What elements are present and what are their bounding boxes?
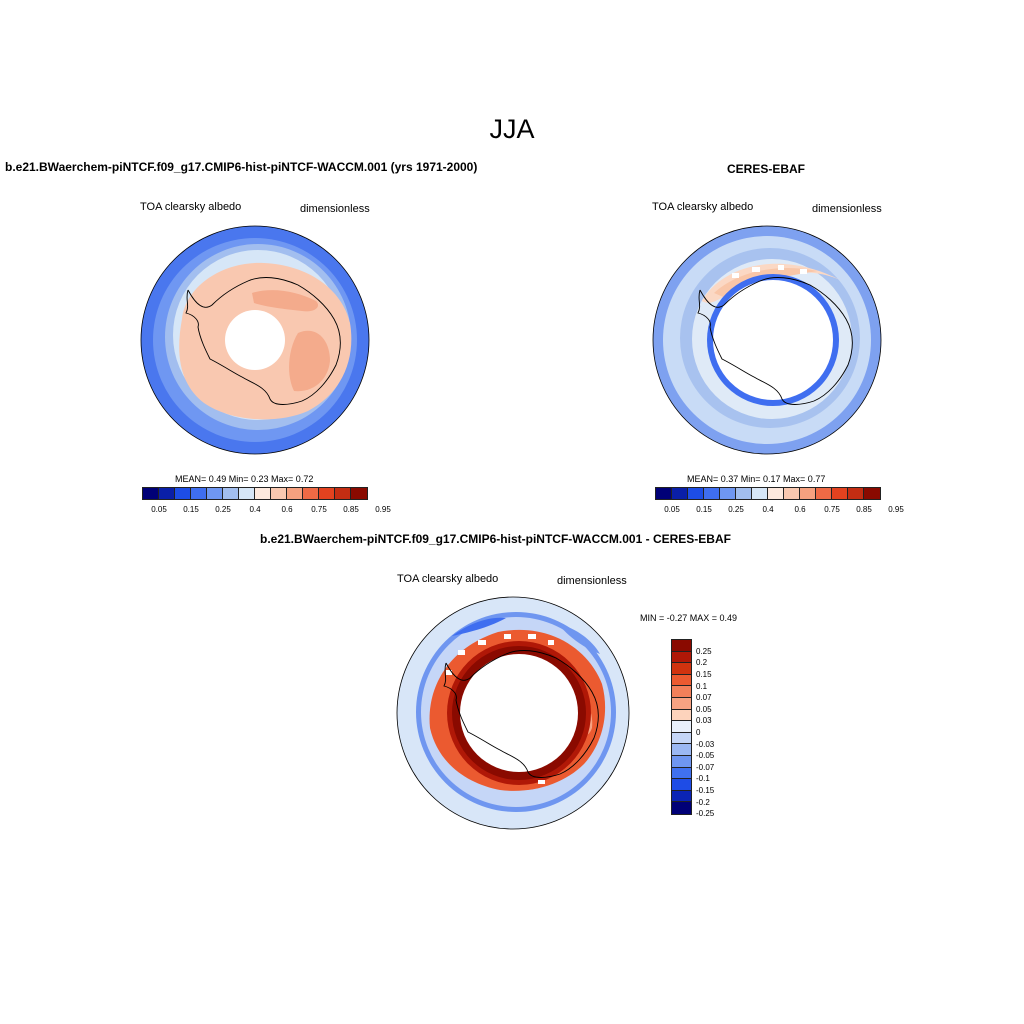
obs-panel-stats: MEAN= 0.37 Min= 0.17 Max= 0.77 bbox=[687, 474, 826, 484]
model-panel-units: dimensionless bbox=[300, 203, 370, 215]
colorbar-swatch bbox=[318, 487, 336, 500]
colorbar-swatch bbox=[687, 487, 705, 500]
colorbar-swatch bbox=[222, 487, 240, 500]
colorbar-label: 0.15 bbox=[696, 505, 712, 514]
diff-panel-variable: TOA clearsky albedo bbox=[397, 573, 499, 585]
colorbar-swatch bbox=[671, 789, 692, 804]
colorbar-swatch bbox=[671, 685, 692, 699]
colorbar-swatch bbox=[735, 487, 753, 500]
colorbar-label: -0.07 bbox=[696, 762, 715, 772]
colorbar-swatch bbox=[863, 487, 881, 500]
colorbar-swatch bbox=[158, 487, 176, 500]
colorbar-swatch bbox=[671, 673, 692, 688]
colorbar-swatch bbox=[783, 487, 801, 500]
obs-polar-map bbox=[652, 225, 882, 455]
colorbar-swatch bbox=[671, 731, 692, 746]
obs-panel-variable: TOA clearsky albedo bbox=[652, 201, 754, 213]
colorbar-label: 0.2 bbox=[696, 658, 708, 668]
colorbar-swatch bbox=[302, 487, 320, 500]
obs-panel-title: CERES-EBAF bbox=[727, 162, 806, 176]
coastline bbox=[185, 277, 341, 405]
colorbar-label: 0.75 bbox=[311, 505, 327, 514]
colorbar-swatch bbox=[847, 487, 865, 500]
coastline bbox=[697, 277, 853, 405]
colorbar-swatch bbox=[671, 720, 692, 734]
model-panel-title: b.e21.BWaerchem-piNTCF.f09_g17.CMIP6-his… bbox=[5, 160, 478, 174]
obs-panel-units: dimensionless bbox=[812, 203, 882, 215]
colorbar-swatch bbox=[334, 487, 352, 500]
colorbar-label: 0.25 bbox=[728, 505, 744, 514]
colorbar-swatch bbox=[206, 487, 224, 500]
colorbar-swatch bbox=[671, 766, 692, 781]
colorbar-swatch bbox=[270, 487, 288, 500]
colorbar-swatch bbox=[671, 778, 692, 792]
colorbar-label: 0.05 bbox=[151, 505, 167, 514]
colorbar-swatch bbox=[751, 487, 769, 500]
colorbar-label: 0.4 bbox=[762, 505, 774, 514]
diff-panel-stats: MIN = -0.27 MAX = 0.49 bbox=[640, 613, 738, 623]
map-border bbox=[652, 225, 882, 455]
colorbar-swatch bbox=[350, 487, 368, 500]
model-panel-variable: TOA clearsky albedo bbox=[140, 201, 242, 213]
colorbar-label: 0.75 bbox=[824, 505, 840, 514]
colorbar-label: 0.6 bbox=[281, 505, 293, 514]
colorbar-label: -0.25 bbox=[696, 809, 715, 819]
colorbar-swatch bbox=[671, 801, 692, 815]
diff-polar-map bbox=[396, 596, 630, 830]
colorbar-swatch bbox=[767, 487, 785, 500]
colorbar-swatch bbox=[703, 487, 721, 500]
colorbar-label: 0.03 bbox=[696, 716, 712, 726]
colorbar-swatch bbox=[671, 662, 692, 676]
model-polar-map bbox=[140, 225, 370, 455]
colorbar-swatch bbox=[815, 487, 833, 500]
colorbar-label: 0.85 bbox=[343, 505, 359, 514]
colorbar-label: 0.07 bbox=[696, 693, 712, 703]
colorbar-label: -0.05 bbox=[696, 751, 715, 761]
diff-panel-units: dimensionless bbox=[557, 575, 627, 587]
colorbar-swatch bbox=[671, 650, 692, 665]
colorbar-label: 0.05 bbox=[696, 704, 712, 714]
coastline bbox=[443, 650, 599, 778]
colorbar-swatch bbox=[655, 487, 673, 500]
colorbar-label: -0.2 bbox=[696, 797, 710, 807]
colorbar-swatch bbox=[671, 708, 692, 723]
colorbar-label: 0.25 bbox=[215, 505, 231, 514]
colorbar-label: -0.1 bbox=[696, 774, 710, 784]
map-border bbox=[396, 596, 630, 830]
colorbar-label: 0.15 bbox=[183, 505, 199, 514]
map-border bbox=[140, 225, 370, 455]
colorbar-swatch bbox=[238, 487, 256, 500]
colorbar-swatch bbox=[254, 487, 272, 500]
colorbar-label: 0 bbox=[696, 728, 701, 737]
colorbar-swatch bbox=[671, 639, 692, 653]
colorbar-label: 0.4 bbox=[249, 505, 261, 514]
colorbar-swatch bbox=[831, 487, 849, 500]
colorbar-swatch bbox=[190, 487, 208, 500]
colorbar-label: 0.85 bbox=[856, 505, 872, 514]
colorbar-swatch bbox=[671, 487, 689, 500]
colorbar-swatch bbox=[174, 487, 192, 500]
colorbar-label: 0.6 bbox=[794, 505, 806, 514]
colorbar-label: -0.03 bbox=[696, 739, 715, 749]
colorbar-swatch bbox=[286, 487, 304, 500]
model-panel-stats: MEAN= 0.49 Min= 0.23 Max= 0.72 bbox=[175, 474, 314, 484]
colorbar-swatch bbox=[671, 743, 692, 757]
colorbar-label: 0.95 bbox=[375, 505, 391, 514]
colorbar-label: 0.25 bbox=[696, 646, 712, 656]
colorbar-label: -0.15 bbox=[696, 786, 715, 795]
colorbar-swatch bbox=[671, 697, 692, 711]
colorbar-swatch bbox=[671, 755, 692, 769]
colorbar-label: 0.05 bbox=[664, 505, 680, 514]
season-title: JJA bbox=[489, 114, 535, 144]
colorbar-swatch bbox=[142, 487, 160, 500]
colorbar-swatch bbox=[719, 487, 737, 500]
colorbar-label: 0.95 bbox=[888, 505, 904, 514]
colorbar-label: 0.1 bbox=[696, 681, 708, 691]
colorbar-label: 0.15 bbox=[696, 670, 712, 679]
diff-panel-title: b.e21.BWaerchem-piNTCF.f09_g17.CMIP6-his… bbox=[260, 532, 731, 546]
colorbar-swatch bbox=[799, 487, 817, 500]
